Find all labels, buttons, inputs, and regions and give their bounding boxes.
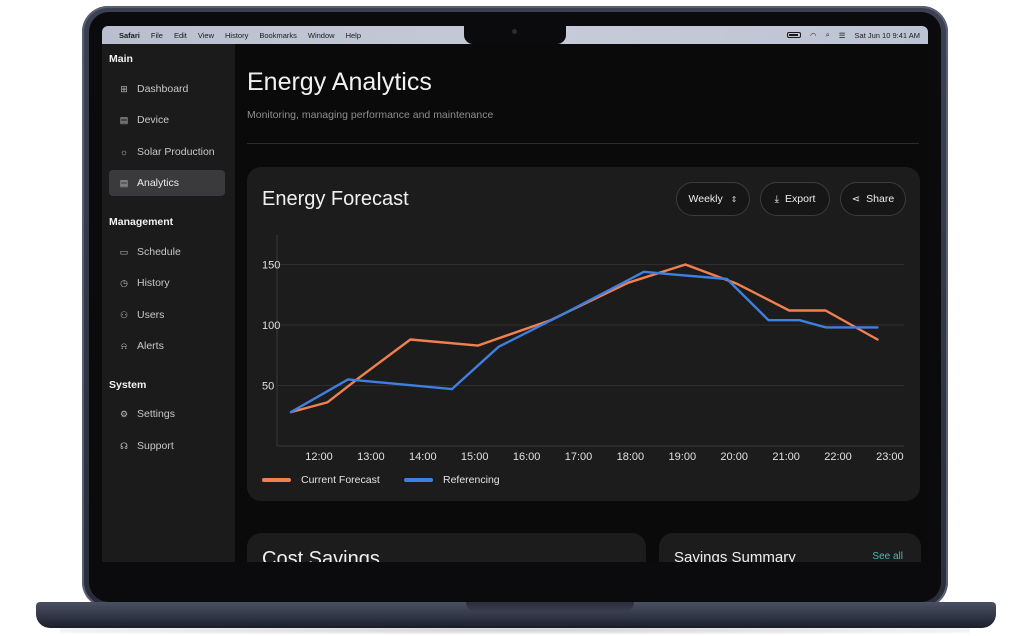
bell-icon: ⍾ <box>121 340 127 351</box>
x-tick-label: 23:00 <box>876 451 904 463</box>
device-icon: ▤ <box>119 114 129 125</box>
camera-icon <box>512 29 517 34</box>
sidebar-section-main: Main <box>109 53 133 65</box>
legend-item-current[interactable]: Current Forecast <box>262 474 380 486</box>
menu-bookmarks[interactable]: Bookmarks <box>259 30 297 40</box>
clock-icon: ◷ <box>120 277 128 288</box>
x-tick-label: 18:00 <box>617 451 645 463</box>
y-tick-label: 100 <box>262 320 280 332</box>
sidebar-item-label: Analytics <box>137 177 180 189</box>
sidebar-item-settings[interactable]: ⚙ Settings <box>109 401 225 427</box>
menu-edit[interactable]: Edit <box>173 30 187 40</box>
sidebar-item-label: Support <box>137 440 174 452</box>
x-tick-label: 12:00 <box>305 451 333 463</box>
sidebar-item-analytics[interactable]: ▤ Analytics <box>109 170 225 196</box>
share-button[interactable]: ⋖ Share <box>840 182 906 216</box>
x-tick-label: 16:00 <box>513 451 541 463</box>
share-label: Share <box>866 193 895 205</box>
battery-icon[interactable] <box>787 32 802 38</box>
period-select[interactable]: Weekly ⇕ <box>676 182 750 216</box>
wifi-icon[interactable]: ◠ <box>810 30 817 40</box>
menu-file[interactable]: File <box>150 30 163 40</box>
base-notch <box>466 602 634 612</box>
menu-view[interactable]: View <box>197 30 215 40</box>
legend-swatch <box>404 478 433 482</box>
card-title: Savings Summary <box>674 549 796 562</box>
sidebar-item-label: Schedule <box>137 246 181 258</box>
period-select-value: Weekly <box>688 193 723 205</box>
sidebar-item-label: Device <box>137 114 170 126</box>
see-all-link[interactable]: See all <box>872 551 903 562</box>
sun-icon: ☼ <box>119 147 129 157</box>
chevron-updown-icon: ⇕ <box>730 194 738 204</box>
x-tick-label: 14:00 <box>409 451 437 463</box>
menubar-clock[interactable]: Sat Jun 10 9:41 AM <box>854 30 920 40</box>
legend-item-referencing[interactable]: Referencing <box>404 474 500 486</box>
export-button[interactable]: ⤓ Export <box>760 182 830 216</box>
sidebar-item-device[interactable]: ▤ Device <box>109 107 225 133</box>
menu-window[interactable]: Window <box>307 30 335 40</box>
sidebar-item-users[interactable]: ⚇ Users <box>109 302 225 328</box>
x-tick-label: 21:00 <box>772 451 800 463</box>
screen: Safari File Edit View History Bookmarks … <box>102 26 928 562</box>
cost-savings-card: Cost Savings <box>247 533 646 562</box>
share-icon: ⋖ <box>851 193 861 205</box>
menubar-status: ◠ ⌕ ☰ Sat Jun 10 9:41 AM <box>787 30 920 40</box>
analytics-icon: ▤ <box>119 177 129 188</box>
legend-label: Referencing <box>443 474 500 486</box>
download-icon: ⤓ <box>774 193 780 205</box>
control-center-icon[interactable]: ☰ <box>838 30 846 40</box>
laptop-base <box>36 602 996 628</box>
sidebar-section-management: Management <box>109 216 174 228</box>
sidebar-item-label: Users <box>137 309 165 321</box>
main-content: Energy Analytics Monitoring, managing pe… <box>235 44 928 562</box>
calendar-icon: ▭ <box>119 246 129 257</box>
energy-forecast-card: Energy Forecast Weekly ⇕ ⤓ Export ⋖ Shar… <box>247 167 920 501</box>
series-line-referencing <box>289 270 879 414</box>
sidebar-item-label: Settings <box>137 408 175 420</box>
legend-swatch <box>262 478 291 482</box>
sidebar-item-solar-production[interactable]: ☼ Solar Production <box>109 139 225 165</box>
sidebar-item-schedule[interactable]: ▭ Schedule <box>109 239 225 265</box>
x-tick-label: 19:00 <box>669 451 697 463</box>
savings-summary-card: Savings Summary See all <box>659 533 921 562</box>
sidebar-item-support[interactable]: ☊ Support <box>109 433 225 459</box>
menu-help[interactable]: Help <box>345 30 361 40</box>
menu-history[interactable]: History <box>225 30 249 40</box>
energy-forecast-chart: 50 100 150 12:00 13:00 14:00 15:00 16:00 17:00 18… <box>262 235 904 463</box>
x-tick-label: 22:00 <box>824 451 852 463</box>
series-line-current-forecast <box>289 263 879 414</box>
sidebar-item-label: Alerts <box>137 340 164 352</box>
x-tick-label: 13:00 <box>357 451 385 463</box>
gear-icon: ⚙ <box>119 408 129 419</box>
sidebar-item-label: History <box>137 277 170 289</box>
laptop-shadow <box>60 626 970 634</box>
sidebar-item-alerts[interactable]: ⍾ Alerts <box>109 333 225 359</box>
x-tick-label: 17:00 <box>565 451 593 463</box>
menu-app-name[interactable]: Safari <box>119 30 140 40</box>
sidebar-section-system: System <box>109 379 147 391</box>
page-subtitle: Monitoring, managing performance and mai… <box>247 109 494 121</box>
sidebar-item-label: Dashboard <box>137 83 189 95</box>
dashboard-icon: ⊞ <box>120 83 128 94</box>
x-tick-label: 20:00 <box>720 451 748 463</box>
x-tick-label: 15:00 <box>461 451 489 463</box>
sidebar-item-history[interactable]: ◷ History <box>109 270 225 296</box>
camera-notch <box>464 24 566 44</box>
y-tick-label: 150 <box>262 260 280 272</box>
header-divider <box>247 143 919 144</box>
legend-label: Current Forecast <box>301 474 380 486</box>
sidebar: Main ⊞ Dashboard ▤ Device ☼ Solar Produc… <box>102 44 235 562</box>
card-title: Cost Savings <box>262 548 380 562</box>
export-label: Export <box>785 193 816 205</box>
search-icon[interactable]: ⌕ <box>825 30 830 39</box>
y-tick-label: 50 <box>262 381 274 393</box>
page-title: Energy Analytics <box>247 68 432 96</box>
sidebar-item-label: Solar Production <box>137 146 215 158</box>
users-icon: ⚇ <box>119 309 129 320</box>
headset-icon: ☊ <box>120 440 128 451</box>
sidebar-item-dashboard[interactable]: ⊞ Dashboard <box>109 76 225 102</box>
card-title: Energy Forecast <box>262 188 409 210</box>
